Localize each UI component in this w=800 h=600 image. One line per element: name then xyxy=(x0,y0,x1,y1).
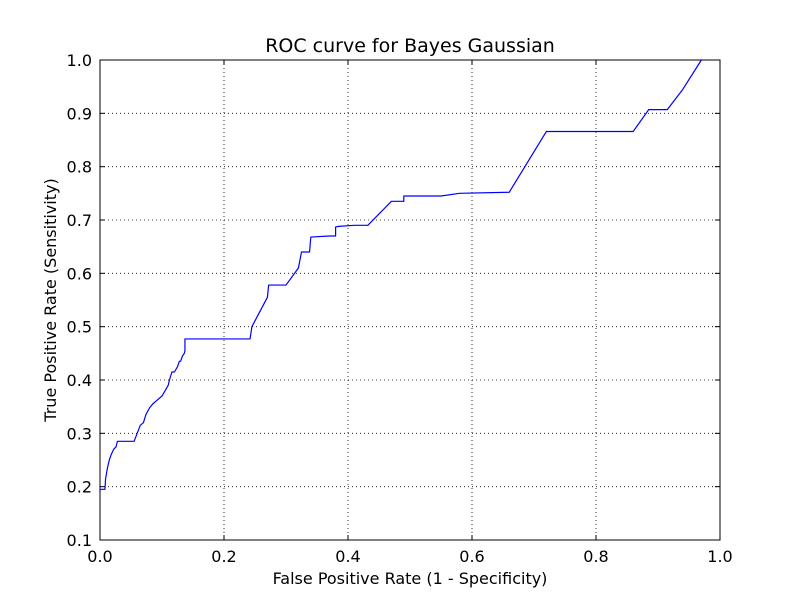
x-tick-label: 1.0 xyxy=(707,547,732,566)
plot-frame xyxy=(99,59,721,541)
x-axis-label: False Positive Rate (1 - Specificity) xyxy=(273,569,548,588)
ticks: 0.0 0.2 0.4 0.6 0.8 1.0 0.1 0.2 0.3 0.4 0.5 0.6 0.7 0… xyxy=(67,51,733,566)
y-tick-label: 0.2 xyxy=(67,478,92,497)
x-tick-label: 0.6 xyxy=(459,547,484,566)
series xyxy=(99,59,702,492)
y-tick-label: 0.4 xyxy=(67,371,92,390)
y-tick-label: 1.0 xyxy=(67,51,92,70)
y-tick-label: 0.7 xyxy=(67,211,92,230)
x-tick-label: 0.2 xyxy=(211,547,236,566)
x-tick-label: 0.0 xyxy=(87,547,112,566)
x-tick-label: 0.8 xyxy=(583,547,608,566)
y-tick-label: 0.9 xyxy=(67,104,92,123)
y-tick-label: 0.3 xyxy=(67,424,92,443)
y-tick-label: 0.5 xyxy=(67,318,92,337)
x-tick-label: 0.4 xyxy=(335,547,360,566)
roc-curve-line xyxy=(99,59,702,492)
chart-title: ROC curve for Bayes Gaussian xyxy=(265,35,555,57)
y-tick-label: 0.8 xyxy=(67,158,92,177)
y-tick-label: 0.6 xyxy=(67,264,92,283)
grid xyxy=(100,60,720,540)
y-tick-label: 0.1 xyxy=(67,531,92,550)
y-axis-label: True Positive Rate (Sensitivity) xyxy=(41,178,60,422)
